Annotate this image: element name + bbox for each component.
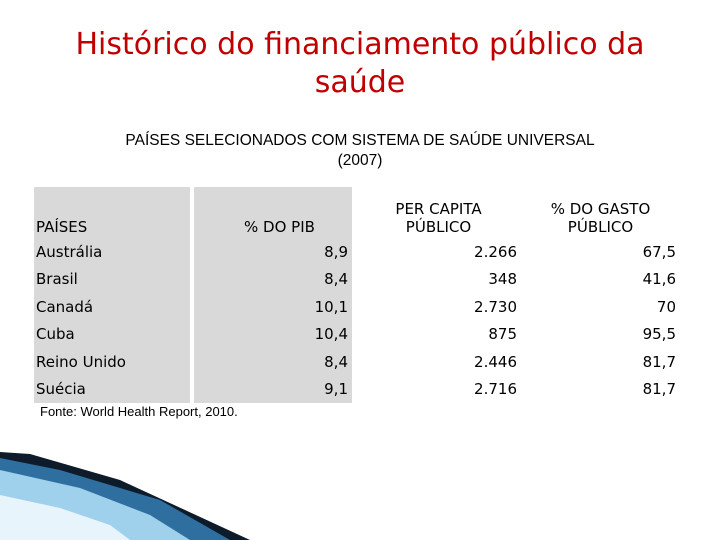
header-gasto: % DO GASTO PÚBLICO — [521, 187, 680, 238]
table-header-row: PAÍSES % DO PIB PER CAPITA PÚBLICO % DO … — [34, 187, 680, 238]
table-row: Canadá 10,1 2.730 70 — [34, 293, 680, 321]
cell-pib: 8,4 — [194, 265, 356, 293]
slide-title: Histórico do financiamento público da sa… — [75, 27, 645, 100]
cell-per-capita: 348 — [488, 270, 517, 289]
swoosh-white — [0, 495, 130, 540]
cell-country: Austrália — [34, 238, 194, 266]
header-per-capita-line-2: PÚBLICO — [405, 218, 472, 236]
cell-per-capita: 875 — [488, 325, 517, 344]
cell-gasto: 95,5 — [642, 325, 676, 344]
header-per-capita-line-1: PER CAPITA — [395, 200, 482, 218]
cell-gasto: 70 — [656, 297, 676, 316]
financing-table: PAÍSES % DO PIB PER CAPITA PÚBLICO % DO … — [34, 187, 680, 403]
table-row: Suécia 9,1 2.716 81,7 — [34, 375, 680, 403]
header-per-capita: PER CAPITA PÚBLICO — [356, 187, 521, 238]
table-row: Austrália 8,9 2.266 67,5 — [34, 238, 680, 266]
table-row: Reino Unido 8,4 2.446 81,7 — [34, 348, 680, 376]
cell-gasto: 67,5 — [642, 242, 676, 261]
subtitle-line-2: (2007) — [337, 152, 383, 169]
cell-pib: 8,9 — [194, 238, 356, 266]
cell-country: Suécia — [34, 375, 194, 403]
table-row: Brasil 8,4 348 41,6 — [34, 265, 680, 293]
cell-gasto: 41,6 — [642, 270, 676, 289]
cell-country: Reino Unido — [34, 348, 194, 376]
cell-per-capita: 2.266 — [474, 242, 517, 261]
source-note: Fonte: World Health Report, 2010. — [40, 404, 238, 419]
cell-pib: 8,4 — [194, 348, 356, 376]
cell-gasto: 81,7 — [642, 352, 676, 371]
cell-per-capita: 2.716 — [474, 380, 517, 399]
cell-country: Brasil — [34, 265, 194, 293]
header-gasto-line-2: PÚBLICO — [567, 218, 634, 236]
cell-country: Canadá — [34, 293, 194, 321]
cell-country: Cuba — [34, 320, 194, 348]
cell-pib: 10,1 — [194, 293, 356, 321]
header-gasto-line-1: % DO GASTO — [550, 200, 651, 218]
cell-pib: 10,4 — [194, 320, 356, 348]
subtitle-line-1: PAÍSES SELECIONADOS COM SISTEMA DE SAÚDE… — [125, 132, 595, 149]
table-subtitle: PAÍSES SELECIONADOS COM SISTEMA DE SAÚDE… — [60, 131, 660, 171]
header-countries: PAÍSES — [34, 187, 194, 238]
header-pib: % DO PIB — [194, 187, 356, 238]
table-row: Cuba 10,4 875 95,5 — [34, 320, 680, 348]
cell-pib: 9,1 — [194, 375, 356, 403]
cell-per-capita: 2.446 — [474, 352, 517, 371]
cell-gasto: 81,7 — [642, 380, 676, 399]
cell-per-capita: 2.730 — [474, 297, 517, 316]
decorative-swoosh — [0, 452, 250, 540]
